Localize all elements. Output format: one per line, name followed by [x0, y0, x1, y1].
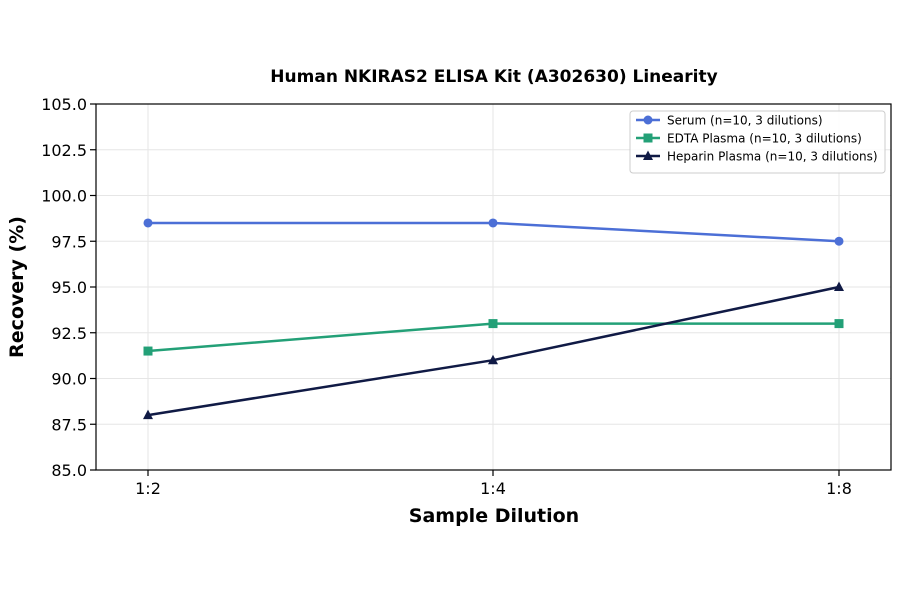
legend-item: EDTA Plasma (n=10, 3 dilutions): [636, 132, 862, 146]
x-axis-label: Sample Dilution: [409, 505, 579, 527]
x-tick-label: 1:8: [826, 479, 852, 498]
legend-item: Serum (n=10, 3 dilutions): [636, 114, 823, 128]
legend-label: EDTA Plasma (n=10, 3 dilutions): [667, 132, 862, 146]
data-point: [143, 218, 153, 228]
legend-marker: [643, 115, 653, 125]
y-tick-label: 95.0: [51, 278, 87, 297]
legend-label: Serum (n=10, 3 dilutions): [667, 114, 823, 128]
y-axis-ticks: 85.0 87.5 90.0 92.5 95.0 97.5 100.0 102.5 105.0: [41, 95, 96, 480]
y-tick-label: 90.0: [51, 370, 87, 389]
data-point: [143, 409, 153, 420]
data-point: [834, 319, 844, 329]
legend: Serum (n=10, 3 dilutions) EDTA Plasma (n=…: [629, 110, 886, 174]
series-1: [143, 218, 844, 246]
x-tick-label: 1:4: [480, 479, 506, 498]
y-tick-label: 97.5: [51, 232, 87, 251]
data-point: [834, 236, 844, 246]
y-axis-label: Recovery (%): [6, 216, 28, 358]
series-layer: [143, 218, 844, 420]
y-tick-label: 105.0: [41, 95, 87, 114]
x-axis-ticks: 1:2 1:4 1:8: [135, 470, 852, 498]
legend-item: Heparin Plasma (n=10, 3 dilutions): [636, 150, 878, 164]
y-tick-label: 92.5: [51, 324, 87, 343]
data-point: [488, 319, 498, 329]
data-point: [834, 281, 844, 291]
data-point: [488, 354, 498, 365]
y-tick-label: 87.5: [51, 415, 87, 434]
data-point: [143, 346, 153, 356]
legend-label: Heparin Plasma (n=10, 3 dilutions): [667, 150, 878, 164]
legend-marker: [643, 150, 653, 160]
series-2: [143, 319, 844, 356]
data-point: [488, 218, 498, 228]
legend-box: [629, 110, 886, 174]
y-tick-label: 102.5: [41, 141, 87, 160]
y-tick-label: 100.0: [41, 187, 87, 206]
x-tick-label: 1:2: [135, 479, 161, 498]
y-tick-label: 85.0: [51, 461, 87, 480]
chart-title: Human NKIRAS2 ELISA Kit (A302630) Linear…: [270, 67, 717, 87]
legend-marker: [643, 133, 653, 143]
series-3: [143, 281, 844, 420]
